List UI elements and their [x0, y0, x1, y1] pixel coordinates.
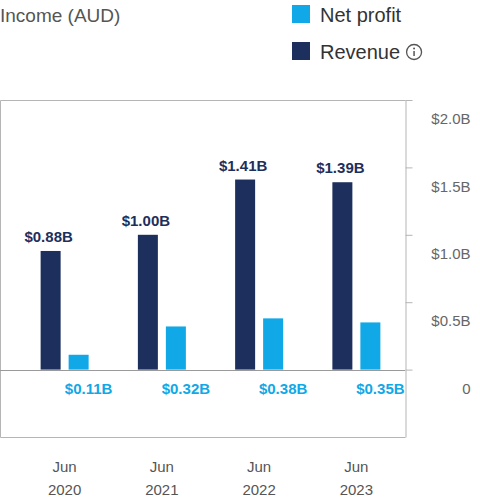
- bar: [360, 322, 380, 369]
- data-label: $0.35B: [356, 380, 405, 397]
- legend-swatch: [292, 42, 310, 60]
- x-labels: Jun2020 Jun2021 Jun2022 Jun2023: [48, 458, 373, 498]
- data-label: $0.32B: [162, 380, 211, 397]
- category-label: Jun2020: [48, 458, 81, 498]
- chart-title: Income (AUD): [0, 5, 120, 26]
- data-label: $1.41B: [219, 157, 268, 174]
- axis-line: [406, 101, 407, 438]
- data-label: $0.11B: [65, 380, 113, 397]
- tick-label: 0: [462, 380, 470, 397]
- data-label: $0.38B: [259, 380, 308, 397]
- info-icon-stem[interactable]: [413, 51, 415, 56]
- data-label: $1.39B: [316, 159, 365, 176]
- info-icon-dot[interactable]: [413, 48, 415, 50]
- tick-label: $1.0B: [431, 245, 470, 262]
- tick: $1.5B: [406, 168, 471, 195]
- legend-label: Revenue: [320, 41, 400, 63]
- info-icon-circle[interactable]: [407, 45, 422, 60]
- frame-line: [1, 100, 406, 101]
- tick-mark: [406, 302, 413, 303]
- bar: [41, 251, 61, 370]
- tick-label: $1.5B: [431, 178, 470, 195]
- plot-frame: [1, 101, 406, 438]
- frame-line: [1, 437, 406, 438]
- tick-mark: [406, 167, 413, 168]
- tick-label: $2.0B: [431, 110, 470, 127]
- bar: [235, 180, 255, 370]
- tick: 0: [406, 370, 471, 397]
- zero-line: [0, 370, 405, 371]
- bar: [69, 355, 89, 370]
- data-label: $0.88B: [24, 228, 73, 245]
- bar: [138, 235, 158, 370]
- legend-swatch: [292, 5, 310, 23]
- info-icon[interactable]: [407, 45, 422, 60]
- tick-mark: [406, 235, 413, 236]
- bar: [332, 182, 352, 369]
- tick-mark: [406, 370, 413, 371]
- frame-line: [0, 101, 1, 438]
- category-label: Jun2022: [242, 458, 275, 498]
- tick-label: $0.5B: [431, 313, 470, 330]
- category-label: Jun2023: [340, 458, 373, 498]
- bar: [166, 326, 186, 369]
- legend: Net profit Revenue: [292, 4, 422, 63]
- bar: [263, 318, 283, 369]
- data-labels: $0.88B $1.00B $1.41B $1.39B $0.11B $0.32B $0.3…: [24, 157, 404, 397]
- tick: $2.0B: [406, 101, 471, 128]
- bars: [41, 180, 381, 370]
- data-label: $1.00B: [122, 212, 171, 229]
- legend-label: Net profit: [320, 4, 402, 26]
- tick: $0.5B: [406, 303, 471, 330]
- tick-mark: [406, 100, 413, 101]
- tick: $1.0B: [406, 235, 471, 262]
- category-label: Jun2021: [145, 458, 178, 498]
- y-axis: 0 $0.5B $1.0B $1.5B $2.0B: [406, 101, 471, 438]
